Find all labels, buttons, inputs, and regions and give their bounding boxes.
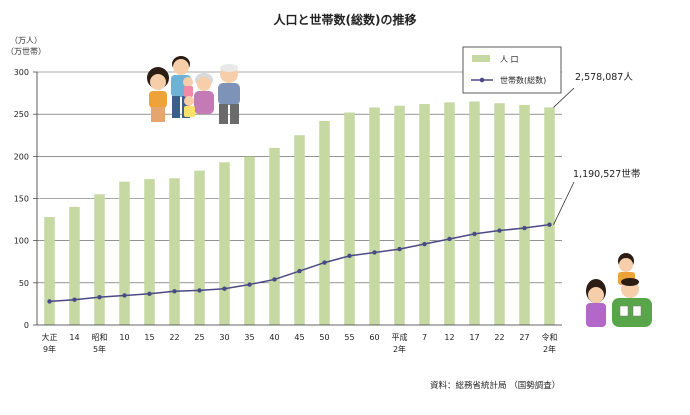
y-tick-label: 150	[14, 195, 29, 204]
population-bar	[369, 107, 380, 325]
axes	[36, 72, 562, 326]
y-unit-label-population: （万人）	[10, 36, 42, 45]
population-callout-line	[553, 87, 575, 108]
legend-households-marker	[479, 77, 485, 83]
population-bar	[494, 103, 505, 325]
population-bar	[444, 102, 455, 325]
population-bar	[144, 179, 155, 325]
population-bar	[294, 135, 305, 325]
x-tick-label: 45	[294, 333, 304, 342]
x-axis-ticks: 大正 9年 14 昭和 5年 10 15 22 25 30 35 40 45 50 55 60 平成 2年 7 12 1…	[42, 332, 558, 354]
households-point	[147, 291, 152, 296]
x-tick-label: 55	[344, 333, 354, 342]
households-point	[222, 286, 227, 291]
family-group-illustration	[147, 56, 240, 124]
population-bar	[269, 147, 280, 325]
population-bar	[44, 217, 55, 325]
households-point	[47, 299, 52, 304]
population-bar	[344, 112, 355, 325]
x-tick-label: 5年	[93, 344, 106, 354]
family-three-illustration	[586, 253, 652, 327]
legend-population-label: 人 口	[500, 55, 519, 64]
x-tick-label: 昭和	[92, 333, 108, 342]
x-tick-label: 9年	[43, 344, 56, 354]
legend-population-swatch	[472, 55, 490, 62]
y-tick-label: 200	[14, 152, 29, 161]
y-unit-label-households: （万世帯）	[6, 46, 46, 56]
households-point	[372, 250, 377, 255]
households-point	[247, 282, 252, 287]
population-bar	[219, 162, 230, 325]
x-tick-label: 7	[422, 333, 427, 342]
households-point	[472, 231, 477, 237]
households-point	[97, 294, 102, 300]
y-tick-label: 50	[19, 279, 29, 288]
households-point	[347, 253, 352, 259]
population-bar	[169, 178, 180, 325]
households-point	[297, 268, 302, 274]
y-tick-label: 100	[14, 237, 29, 246]
x-tick-label: 10	[119, 333, 129, 342]
households-callout-line	[553, 181, 575, 225]
population-bar	[394, 105, 405, 325]
x-tick-label: 大正	[42, 332, 58, 342]
x-tick-label: 2年	[393, 344, 406, 354]
x-tick-label: 令和	[542, 332, 558, 342]
x-tick-label: 22	[169, 333, 179, 342]
population-bar	[319, 120, 330, 325]
population-bars	[44, 101, 555, 326]
legend-box	[462, 46, 562, 94]
legend-households-label: 世帯数(総数)	[500, 75, 546, 85]
households-point	[422, 241, 427, 247]
households-point	[522, 225, 527, 231]
households-point	[172, 289, 177, 294]
x-tick-label: 50	[319, 333, 329, 342]
population-bar	[119, 181, 130, 325]
x-tick-label: 27	[519, 333, 529, 342]
population-callout-label: 2,578,087人	[575, 72, 633, 83]
x-tick-label: 60	[369, 333, 379, 342]
households-point	[397, 246, 402, 252]
population-bar	[519, 104, 530, 325]
population-bar	[244, 156, 255, 325]
households-line	[47, 222, 552, 304]
y-tick-label: 300	[14, 68, 29, 77]
x-tick-label: 22	[494, 333, 504, 342]
x-tick-label: 12	[444, 333, 454, 342]
x-tick-label: 平成	[392, 332, 408, 342]
households-point	[447, 236, 452, 242]
y-axis-ticks: 0 50 100 150 200 250 300	[14, 68, 37, 330]
legend: 人 口 世帯数(総数)	[462, 46, 562, 94]
chart-title: 人口と世帯数(総数)の推移	[274, 12, 417, 27]
population-bar	[94, 194, 105, 325]
households-point	[122, 293, 127, 298]
households-point	[72, 297, 77, 302]
households-callout-label: 1,190,527世帯	[573, 168, 641, 180]
population-bar	[69, 206, 80, 325]
households-point	[547, 222, 552, 227]
x-tick-label: 17	[469, 333, 479, 342]
households-point	[197, 288, 202, 293]
source-note: 資料：総務省統計局 （国勢調査）	[430, 380, 560, 391]
households-point	[497, 228, 502, 233]
population-bar	[419, 104, 430, 326]
x-tick-label: 15	[144, 333, 154, 342]
households-point	[272, 277, 277, 282]
households-point	[322, 260, 327, 265]
population-bar	[194, 170, 205, 325]
x-tick-label: 40	[269, 333, 279, 342]
population-bar	[544, 107, 555, 325]
x-tick-label: 2年	[543, 344, 556, 354]
x-tick-label: 25	[194, 333, 204, 342]
x-tick-label: 30	[219, 333, 229, 342]
x-tick-label: 35	[244, 333, 254, 342]
x-tick-label: 14	[69, 333, 79, 342]
population-bar	[469, 101, 480, 326]
y-tick-label: 0	[24, 321, 29, 330]
y-tick-label: 250	[14, 110, 29, 119]
